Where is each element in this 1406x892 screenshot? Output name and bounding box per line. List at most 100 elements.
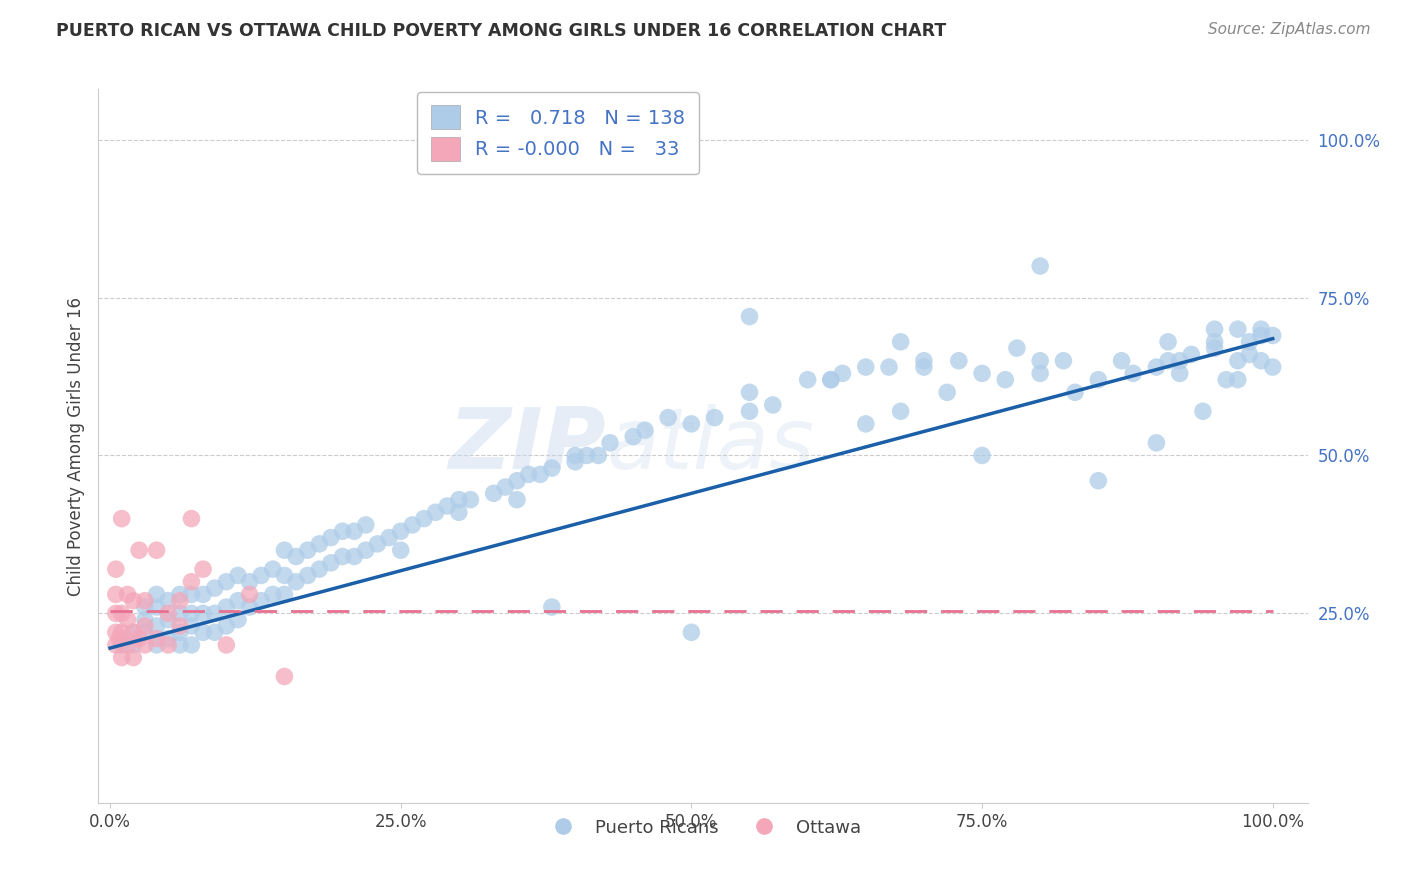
Point [1204,322,1226,336]
Point [401,517,423,532]
Point [540,600,562,615]
Point [970,449,993,463]
Point [117,638,139,652]
Point [204,607,226,621]
Point [145,632,167,646]
Point [145,638,167,652]
Point [970,367,993,381]
Point [104,607,127,621]
Point [599,435,621,450]
Point [681,417,703,431]
Point [820,373,842,387]
Point [204,581,226,595]
Point [215,600,238,615]
Point [122,638,145,652]
Point [215,574,238,589]
Point [180,587,202,601]
Point [122,650,145,665]
Point [273,669,295,683]
Point [117,587,139,601]
Point [378,531,401,545]
Point [912,360,935,375]
Point [145,543,167,558]
Point [1192,404,1215,418]
Point [1087,373,1109,387]
Point [389,524,412,539]
Point [111,511,134,525]
Point [1215,373,1237,387]
Point [122,625,145,640]
Point [169,587,191,601]
Point [1144,360,1167,375]
Point [1064,385,1087,400]
Point [1204,341,1226,355]
Point [1250,322,1272,336]
Point [447,492,470,507]
Point [134,625,156,640]
Point [239,600,262,615]
Point [215,619,238,633]
Point [204,625,226,640]
Point [413,511,436,525]
Point [738,404,761,418]
Point [285,574,308,589]
Point [180,511,202,525]
Point [1239,347,1261,361]
Point [191,625,214,640]
Point [104,562,127,576]
Point [285,549,308,564]
Point [104,625,127,640]
Point [1005,341,1028,355]
Point [145,600,167,615]
Point [936,385,959,400]
Point [1204,334,1226,349]
Point [354,517,377,532]
Point [250,593,273,607]
Point [540,461,562,475]
Text: atlas: atlas [606,404,814,488]
Point [191,587,214,601]
Point [145,587,167,601]
Point [1250,328,1272,343]
Point [319,556,342,570]
Point [108,632,131,646]
Point [180,638,202,652]
Point [180,619,202,633]
Text: Source: ZipAtlas.com: Source: ZipAtlas.com [1208,22,1371,37]
Point [1052,353,1074,368]
Point [215,638,238,652]
Point [494,480,516,494]
Point [226,593,249,607]
Point [104,587,127,601]
Point [226,613,249,627]
Point [157,638,180,652]
Point [460,492,482,507]
Point [134,600,156,615]
Point [1239,334,1261,349]
Point [738,385,761,400]
Point [354,543,377,558]
Point [250,568,273,582]
Point [239,574,262,589]
Point [145,619,167,633]
Point [297,543,319,558]
Point [1226,353,1249,368]
Point [447,505,470,519]
Point [297,568,319,582]
Point [1157,353,1180,368]
Point [122,625,145,640]
Point [1157,334,1180,349]
Point [948,353,970,368]
Point [738,310,761,324]
Point [820,373,842,387]
Point [128,632,150,646]
Point [111,625,134,640]
Point [482,486,505,500]
Point [1087,474,1109,488]
Point [1029,259,1052,273]
Point [239,587,262,601]
Point [308,537,330,551]
Point [180,607,202,621]
Point [855,417,877,431]
Point [1250,353,1272,368]
